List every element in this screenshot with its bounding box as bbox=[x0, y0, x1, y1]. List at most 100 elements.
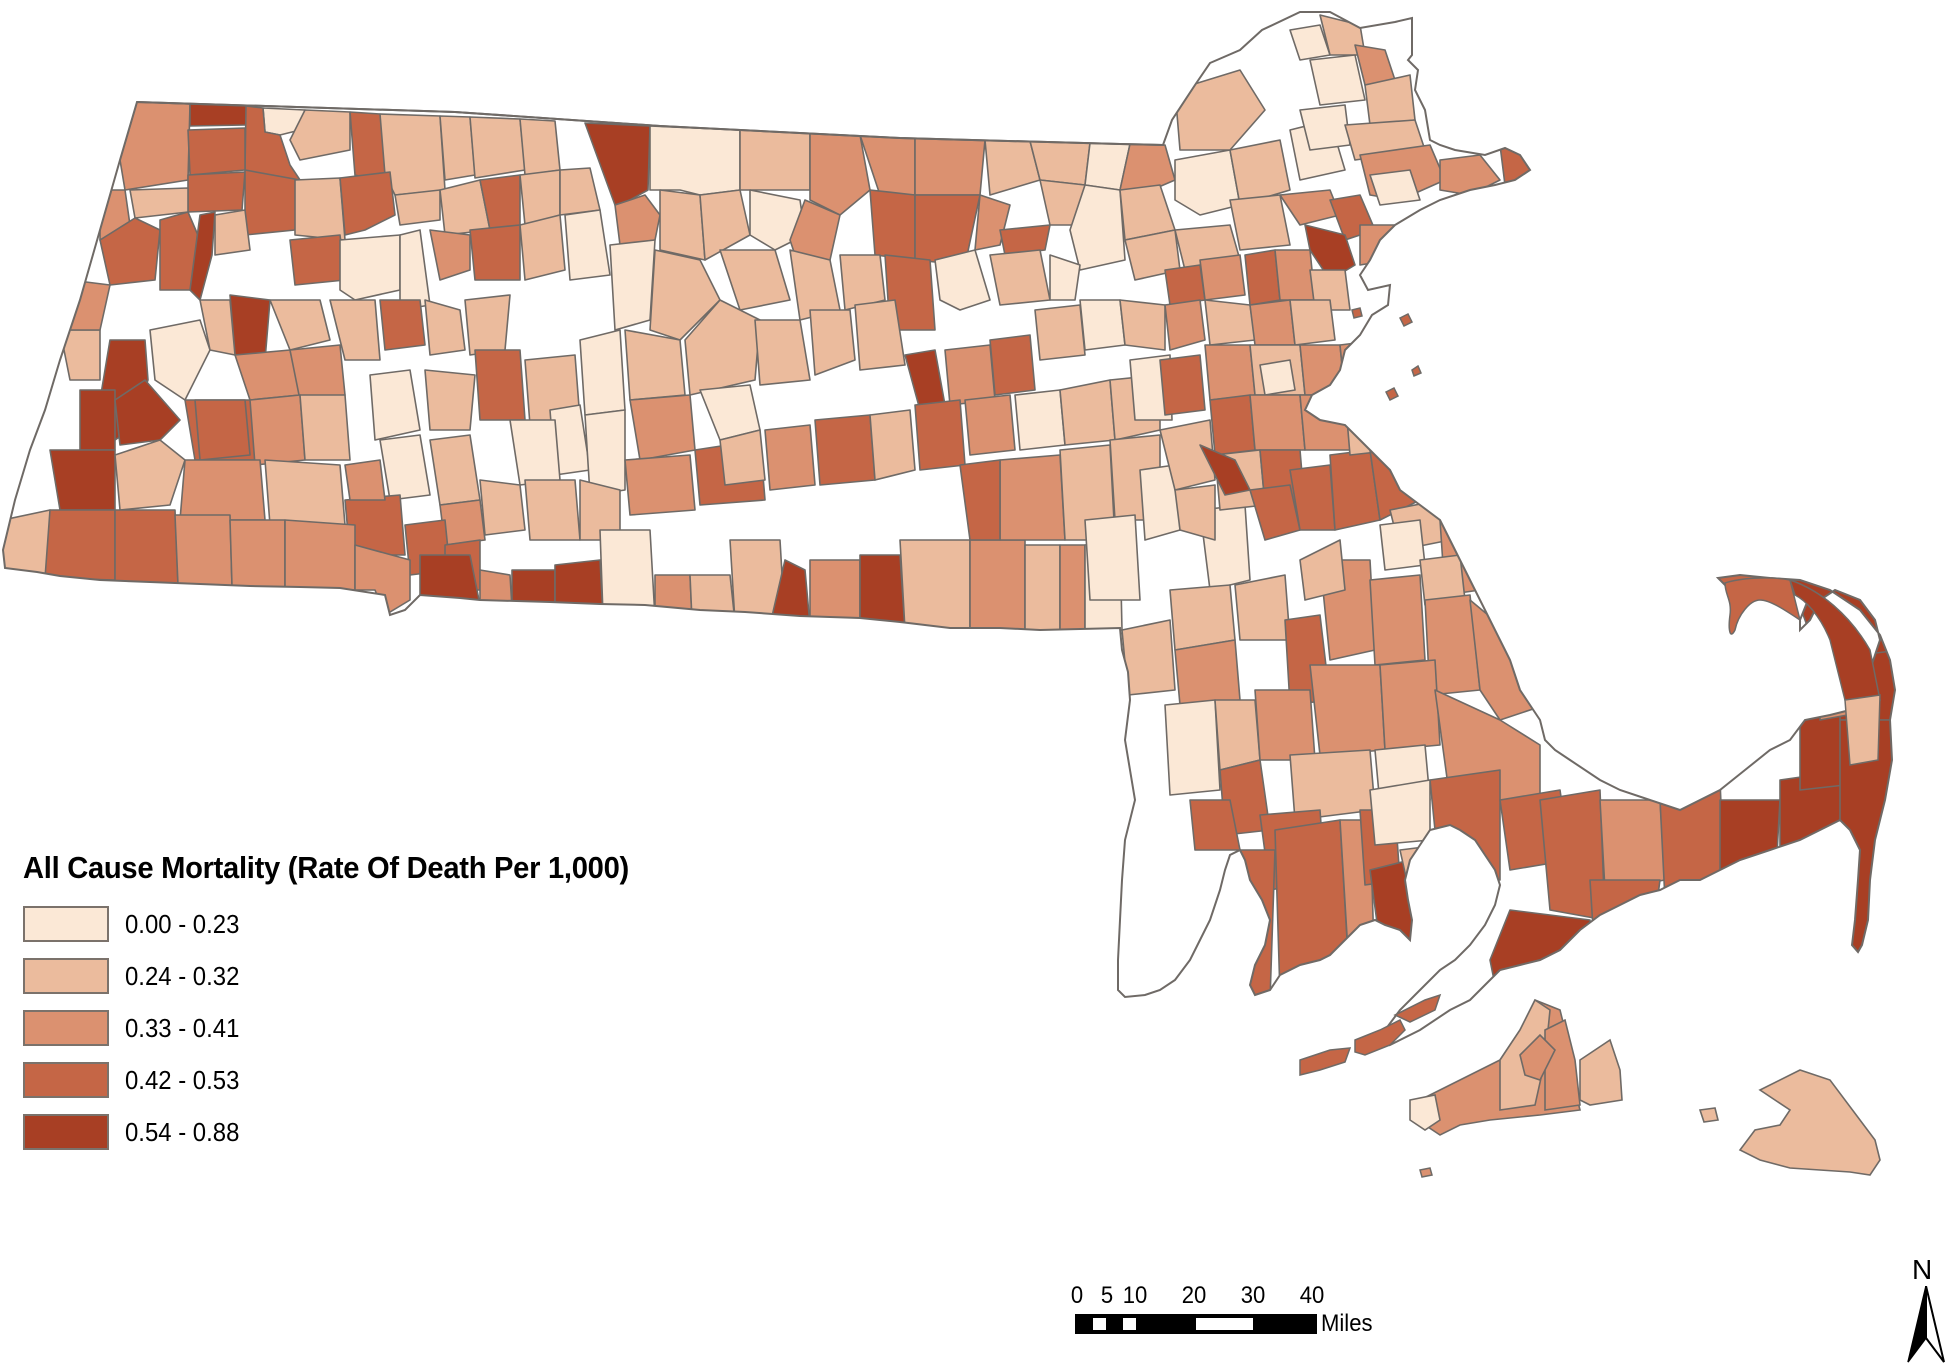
harbor-islands bbox=[1351, 307, 1422, 402]
town bbox=[754, 319, 811, 386]
town bbox=[187, 171, 246, 213]
marthas-vineyard bbox=[1409, 998, 1623, 1136]
town bbox=[614, 194, 661, 246]
town bbox=[509, 419, 561, 486]
town bbox=[1599, 799, 1666, 891]
town bbox=[187, 127, 246, 176]
town bbox=[189, 211, 216, 301]
town bbox=[1159, 354, 1206, 416]
town bbox=[1174, 69, 1266, 151]
town bbox=[1214, 699, 1261, 771]
scale-tick: 20 bbox=[1181, 1282, 1207, 1309]
town bbox=[869, 409, 916, 481]
town bbox=[439, 115, 476, 181]
scale-tick: 10 bbox=[1122, 1282, 1148, 1309]
legend-swatch-class-3 bbox=[23, 1010, 109, 1046]
town bbox=[1024, 544, 1061, 633]
town bbox=[839, 254, 886, 311]
north-arrow-icon bbox=[1907, 1286, 1945, 1363]
town bbox=[1249, 484, 1301, 541]
town bbox=[989, 334, 1036, 396]
provincetown-hook bbox=[1724, 577, 1802, 635]
town bbox=[969, 539, 1026, 633]
town bbox=[1174, 639, 1241, 706]
town bbox=[524, 479, 581, 541]
legend-swatch-class-4 bbox=[23, 1062, 109, 1098]
legend-item: 0.00 - 0.23 bbox=[23, 898, 668, 950]
town bbox=[934, 249, 991, 311]
town bbox=[429, 229, 471, 281]
town bbox=[1409, 444, 1456, 511]
legend-item: 0.33 - 0.41 bbox=[23, 1002, 668, 1054]
town bbox=[1289, 299, 1336, 346]
town bbox=[189, 103, 249, 127]
legend-label: 0.33 - 0.41 bbox=[125, 1012, 240, 1043]
town bbox=[249, 394, 306, 466]
town bbox=[989, 249, 1051, 306]
town bbox=[964, 394, 1016, 456]
town bbox=[59, 279, 111, 331]
town bbox=[1369, 779, 1431, 846]
town bbox=[179, 459, 266, 521]
town bbox=[719, 249, 791, 311]
town bbox=[1029, 140, 1091, 186]
town bbox=[1049, 254, 1081, 301]
town bbox=[1274, 819, 1351, 996]
town bbox=[464, 294, 511, 356]
town bbox=[649, 125, 741, 196]
town bbox=[1274, 249, 1316, 301]
town bbox=[429, 434, 481, 506]
town bbox=[654, 574, 693, 621]
town bbox=[869, 189, 916, 261]
town bbox=[689, 574, 736, 623]
town bbox=[1034, 304, 1086, 361]
town bbox=[1309, 54, 1366, 106]
legend-item: 0.54 - 0.88 bbox=[23, 1106, 668, 1158]
scale-tick: 0 bbox=[1070, 1282, 1084, 1309]
town bbox=[904, 349, 946, 411]
town bbox=[79, 389, 116, 451]
town bbox=[424, 299, 466, 356]
town bbox=[99, 217, 161, 286]
town bbox=[1279, 189, 1341, 226]
nantucket bbox=[1698, 1069, 1881, 1176]
legend-title: All Cause Mortality (Rate Of Death Per 1… bbox=[23, 850, 629, 885]
town bbox=[559, 167, 601, 216]
town bbox=[1164, 699, 1221, 796]
town bbox=[814, 414, 876, 486]
town bbox=[659, 189, 706, 261]
town bbox=[1174, 149, 1241, 216]
town bbox=[914, 136, 986, 196]
town bbox=[394, 189, 441, 226]
town bbox=[629, 394, 696, 461]
town bbox=[739, 129, 811, 191]
town bbox=[234, 349, 301, 401]
scale-tick-labels: 0 5 10 20 30 40 bbox=[1071, 1282, 1575, 1310]
scale-bar-graphic bbox=[1075, 1314, 1317, 1334]
town bbox=[1719, 799, 1781, 891]
town bbox=[329, 299, 381, 361]
town bbox=[1299, 539, 1346, 601]
town bbox=[289, 344, 346, 401]
scale-tick: 5 bbox=[1100, 1282, 1114, 1309]
town bbox=[1014, 389, 1066, 451]
legend-item: 0.42 - 0.53 bbox=[23, 1054, 668, 1106]
scale-tick: 40 bbox=[1299, 1282, 1325, 1309]
town bbox=[174, 514, 233, 587]
town bbox=[1249, 299, 1296, 346]
legend-swatch-class-1 bbox=[23, 906, 109, 942]
town bbox=[469, 224, 521, 281]
legend-label: 0.00 - 0.23 bbox=[125, 908, 240, 939]
town bbox=[469, 116, 526, 179]
scale-unit-label: Miles bbox=[1321, 1310, 1373, 1337]
town bbox=[1069, 184, 1126, 271]
town bbox=[284, 519, 356, 591]
town bbox=[1204, 299, 1256, 346]
town bbox=[214, 209, 251, 256]
town bbox=[1059, 379, 1116, 446]
town bbox=[624, 454, 696, 516]
town bbox=[999, 224, 1051, 256]
town bbox=[624, 329, 686, 401]
town bbox=[1209, 394, 1256, 456]
town bbox=[584, 409, 626, 496]
